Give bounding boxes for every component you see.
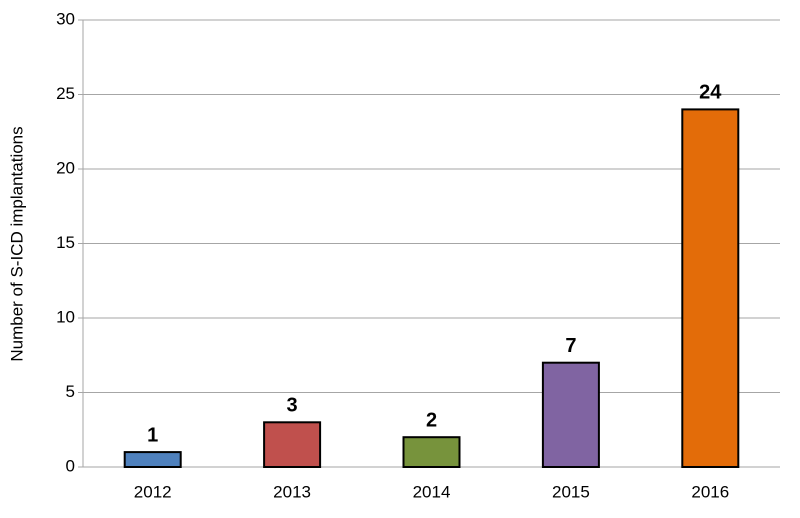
x-tick-label: 2012 [134, 482, 172, 501]
y-tick-label: 5 [66, 382, 75, 401]
x-tick-label: 2013 [273, 482, 311, 501]
y-axis-label: Number of S-ICD implantations [7, 126, 26, 361]
x-tick-label: 2016 [691, 482, 729, 501]
bar [402, 436, 461, 469]
y-tick-label: 15 [56, 233, 75, 252]
y-tick-label: 10 [56, 307, 75, 326]
x-tick-label: 2014 [413, 482, 451, 501]
data-label: 1 [147, 424, 158, 446]
y-tick-label: 30 [56, 9, 75, 28]
bar [681, 108, 740, 469]
bar [123, 451, 182, 469]
x-tick-label: 2015 [552, 482, 590, 501]
y-tick-label: 25 [56, 84, 75, 103]
y-tick-label: 0 [66, 456, 75, 475]
y-tick-label: 20 [56, 158, 75, 177]
bar [541, 361, 600, 469]
data-label: 7 [565, 335, 576, 357]
data-label: 3 [287, 395, 298, 417]
data-label: 2 [426, 409, 437, 431]
data-label: 24 [699, 82, 722, 104]
bar [263, 421, 322, 468]
